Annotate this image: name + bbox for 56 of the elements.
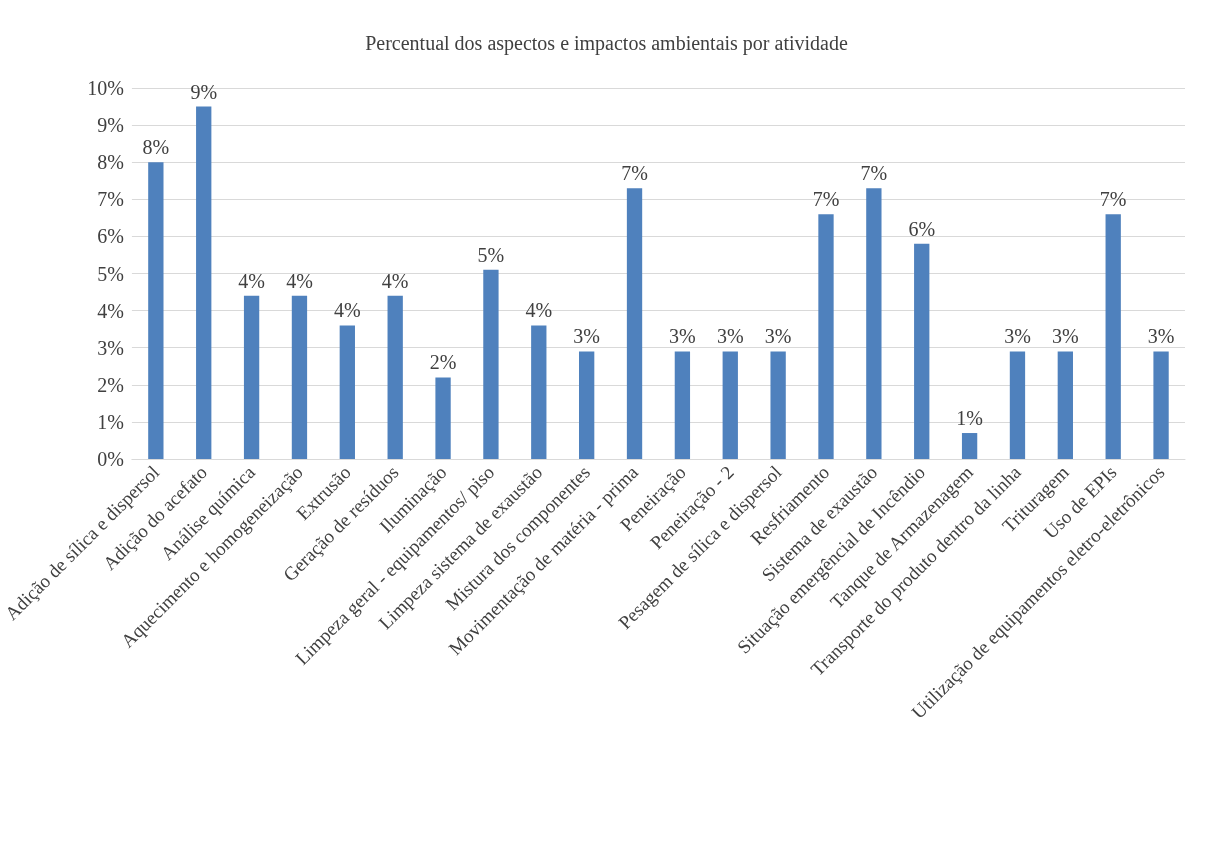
- y-tick-label: 5%: [97, 262, 124, 285]
- bar: [483, 269, 499, 459]
- data-label: 4%: [286, 269, 313, 292]
- y-tick-label: 1%: [97, 410, 124, 433]
- data-label: 5%: [477, 243, 505, 266]
- data-label: 3%: [764, 325, 792, 348]
- y-tick-label: 7%: [97, 188, 124, 211]
- data-label: 2%: [429, 351, 457, 374]
- data-label: 7%: [1099, 188, 1127, 211]
- data-label: 3%: [716, 325, 744, 348]
- data-label: 7%: [812, 188, 840, 211]
- data-label: 4%: [333, 299, 361, 322]
- bar: [1153, 351, 1169, 459]
- bar: [1057, 351, 1073, 459]
- data-label: 4%: [381, 269, 409, 292]
- y-tick-label: 10%: [87, 77, 124, 99]
- bar: [1009, 351, 1026, 459]
- data-label: 7%: [621, 162, 648, 185]
- y-tick-label: 9%: [97, 114, 124, 137]
- y-tick-label: 0%: [97, 448, 124, 470]
- data-label: 1%: [956, 407, 983, 430]
- y-tick-label: 4%: [97, 299, 124, 322]
- bar: [531, 325, 547, 459]
- bar: [1105, 214, 1121, 459]
- bar: [722, 351, 738, 459]
- bar: [579, 351, 595, 459]
- bar: [674, 351, 691, 459]
- data-label: 7%: [860, 162, 888, 185]
- bar: [435, 377, 451, 459]
- y-tick-label: 8%: [97, 151, 124, 174]
- bar: [243, 295, 260, 459]
- data-label: 4%: [238, 269, 265, 292]
- bar: [626, 188, 643, 459]
- bar: [961, 433, 978, 459]
- data-label: 4%: [525, 299, 553, 322]
- data-label: 8%: [142, 136, 170, 159]
- bar: [818, 214, 834, 459]
- y-tick-label: 6%: [97, 225, 124, 248]
- data-label: 3%: [1004, 325, 1031, 348]
- chart-title: Percentual dos aspectos e impactos ambientais por atividade: [365, 32, 848, 55]
- data-label: 9%: [190, 80, 218, 103]
- y-tick-label: 2%: [97, 373, 124, 396]
- bar: [387, 295, 403, 459]
- data-label: 3%: [669, 325, 696, 348]
- bar: [770, 351, 786, 459]
- data-label: 3%: [1147, 325, 1175, 348]
- data-label: 3%: [573, 325, 600, 348]
- bar: [914, 243, 930, 459]
- bar: [339, 325, 355, 459]
- data-label: 3%: [1052, 325, 1079, 348]
- bar: [291, 295, 308, 459]
- bar: [866, 188, 882, 459]
- bar: [196, 106, 212, 459]
- bar: [148, 162, 164, 459]
- y-tick-label: 3%: [97, 336, 124, 359]
- data-label: 6%: [908, 217, 936, 240]
